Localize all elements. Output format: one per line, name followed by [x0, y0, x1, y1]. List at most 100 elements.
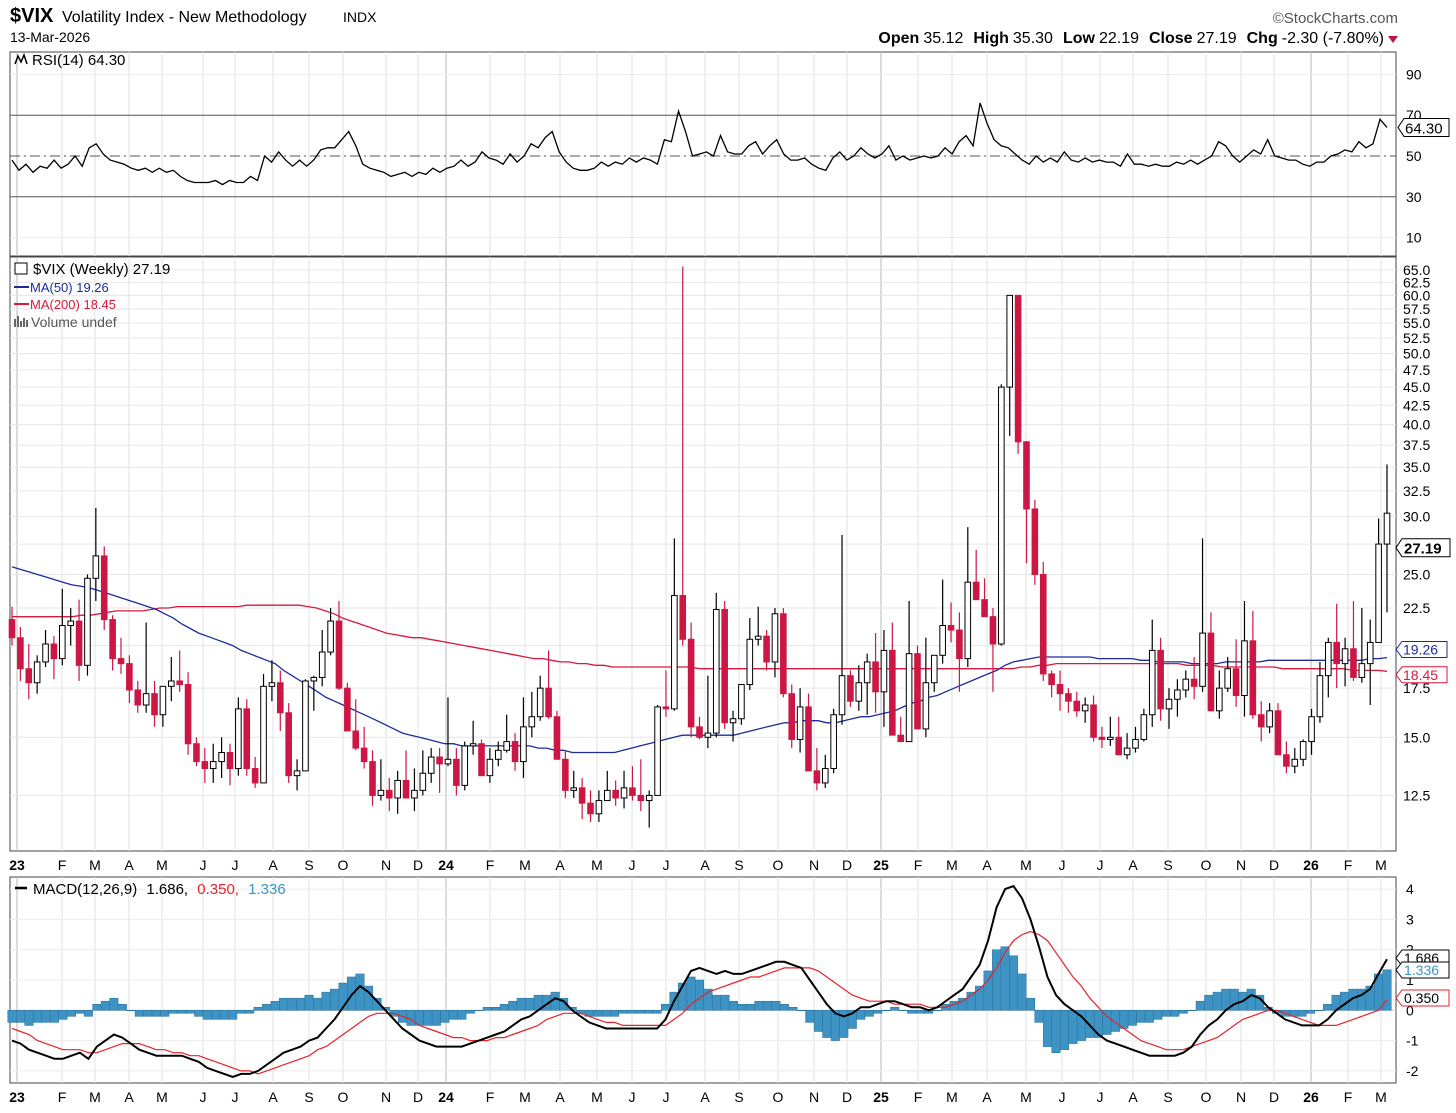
candle-body: [1224, 668, 1232, 689]
macd-histogram-bar: [75, 1010, 85, 1014]
x-axis-month-label: A: [555, 857, 565, 873]
macd-histogram-bar: [143, 1010, 153, 1017]
macd-histogram-bar: [745, 1003, 755, 1011]
price-tick-label: 15.0: [1403, 729, 1430, 745]
x-axis-month-label: O: [773, 1089, 784, 1105]
candle-body: [788, 693, 796, 740]
ma50-legend-text: MA(50) 19.26: [30, 280, 109, 295]
candle-body: [1283, 754, 1290, 767]
macd-histogram-bar: [66, 1010, 76, 1017]
x-axis-month-label: A: [700, 857, 710, 873]
rsi-last-badge: [1397, 117, 1450, 137]
candle-body: [260, 685, 267, 784]
candle-body: [536, 687, 544, 718]
ohlc-label-close: Close: [1149, 30, 1193, 47]
macd-histogram-bar: [92, 1003, 102, 1011]
price-tick-label: 30.0: [1403, 508, 1430, 524]
x-axis-month-label: M: [519, 1089, 531, 1105]
candle-body: [889, 649, 896, 736]
price-tick-label: 37.5: [1403, 437, 1430, 453]
macd-histogram-bar: [728, 1000, 738, 1011]
macd-histogram-bar: [1323, 1003, 1333, 1011]
x-axis-month-label: J: [1097, 1089, 1104, 1105]
macd-histogram-bar: [992, 949, 1002, 1011]
x-axis-month-label: J: [232, 857, 239, 873]
macd-histogram-bar: [185, 1010, 195, 1014]
price-tick-label: 17.5: [1403, 680, 1430, 696]
macd-histogram-bar: [720, 994, 730, 1011]
price-panel: 65.062.560.057.555.052.550.047.545.0 42.5…: [8, 256, 1451, 873]
x-axis-month-label: M: [156, 1089, 168, 1105]
rsi-legend-icon: [14, 52, 28, 65]
candle-body: [1266, 710, 1273, 728]
x-axis-month-label: A: [1128, 1089, 1138, 1105]
x-axis-month-label: M: [1375, 857, 1387, 873]
candle-body: [813, 770, 821, 784]
macd-histogram-bar: [958, 997, 968, 1011]
candle-body: [956, 629, 963, 660]
macd-histogram-bar: [177, 1010, 187, 1014]
macd-histogram-bar: [1297, 1010, 1307, 1017]
macd-histogram-bar: [762, 1000, 772, 1011]
rsi-tick-label: 90: [1406, 66, 1422, 82]
candle-body: [914, 653, 921, 730]
price-tick-label: 40.0: [1403, 417, 1430, 433]
candle-body: [33, 661, 41, 684]
price-tick-label: 47.5: [1403, 362, 1430, 378]
price-tick-label: 42.5: [1403, 397, 1430, 413]
candle-body: [1165, 698, 1173, 710]
candle-body: [151, 693, 158, 716]
macd-histogram-bar: [771, 1000, 781, 1011]
macd-histogram-bar: [864, 1010, 874, 1017]
candle-body: [1274, 710, 1282, 756]
candle-body: [318, 651, 326, 678]
candle-body: [1358, 663, 1366, 678]
macd-histogram-bar: [287, 997, 297, 1011]
macd-legend-prefix: MACD(12,26,9): [33, 881, 137, 898]
x-axis-month-label: S: [1163, 857, 1172, 873]
x-axis-month-label: A: [124, 1089, 134, 1105]
macd-histogram-bar: [711, 994, 721, 1011]
macd-histogram-bar: [236, 1010, 246, 1014]
macd-histogram-bar: [635, 1010, 645, 1014]
macd-histogram-bar: [151, 1010, 161, 1017]
x-axis-month-label: F: [914, 857, 923, 873]
candle-body: [1325, 641, 1332, 677]
candle-body: [553, 716, 561, 760]
candle-body: [1073, 700, 1081, 712]
x-axis-month-label: A: [268, 857, 278, 873]
macd-legend: MACD(12,26,9) 1.686, 0.350, 1.336: [15, 881, 286, 898]
candle-body: [1090, 704, 1097, 738]
candle-body: [1157, 649, 1164, 710]
ma200-last-badge: [1395, 666, 1448, 684]
chart-name: Volatility Index - New Methodology: [62, 9, 307, 26]
candle-body: [503, 741, 510, 751]
candle-body: [17, 637, 24, 670]
macd-histogram-bar: [1153, 1010, 1163, 1020]
candle-body: [1199, 632, 1206, 687]
candle-body: [562, 758, 569, 791]
macd-histogram-bar: [126, 1010, 136, 1012]
macd-legend-text: MACD(12,26,9) 1.686, 0.350, 1.336: [33, 881, 286, 898]
x-axis-month-label: M: [1020, 1089, 1032, 1105]
x-axis-month-label: 25: [873, 857, 889, 873]
volume-legend-icon: [14, 316, 28, 327]
macd-histogram-bar: [525, 997, 535, 1011]
price-tick-label: 12.5: [1403, 787, 1430, 803]
candle-body: [981, 599, 988, 618]
watermark: ©StockCharts.com: [1273, 10, 1398, 27]
x-axis-month-label: 26: [1303, 1089, 1319, 1105]
x-axis-month-label: M: [591, 1089, 603, 1105]
x-axis-month-label: A: [982, 1089, 992, 1105]
candle-body: [880, 649, 888, 693]
macd-histogram-bar: [1314, 1010, 1324, 1012]
candle-body: [8, 619, 16, 639]
candle-body: [243, 708, 251, 770]
macd-histogram-bar: [1034, 1010, 1044, 1023]
macd-histogram-bar: [686, 976, 696, 1011]
candle-body: [360, 747, 368, 763]
macd-histogram-bar: [652, 1010, 662, 1014]
macd-histogram-bar: [1382, 969, 1392, 1011]
candle-body: [268, 682, 276, 687]
candle-body: [444, 758, 452, 765]
